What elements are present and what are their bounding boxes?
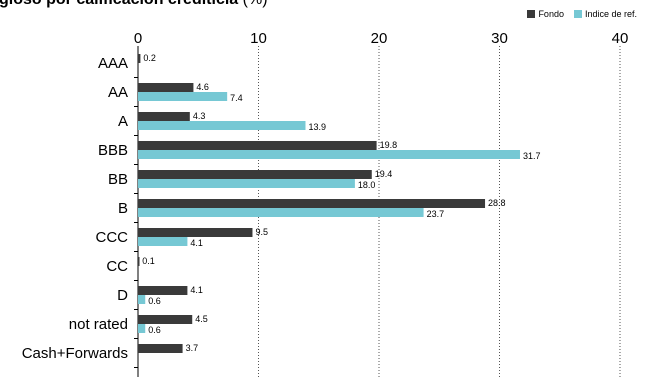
- category-label-cash-forwards: Cash+Forwards: [22, 345, 128, 362]
- data-label-indice-not-rated: 0.6: [148, 325, 161, 335]
- category-label-bb: BB: [108, 171, 128, 188]
- bar-fondo-bbb: [138, 141, 377, 150]
- category-label-not-rated: not rated: [69, 316, 128, 333]
- data-label-indice-b: 23.7: [427, 209, 445, 219]
- bar-indice-not-rated: [138, 324, 146, 333]
- x-tick-label-10: 10: [250, 30, 267, 47]
- bar-fondo-d: [138, 286, 188, 295]
- data-label-fondo-b: 28.8: [488, 198, 506, 208]
- data-label-indice-bbb: 31.7: [523, 151, 541, 161]
- x-tick-label-0: 0: [134, 30, 142, 47]
- data-label-indice-a: 13.9: [308, 122, 326, 132]
- bar-fondo-aaa: [138, 54, 141, 63]
- data-label-indice-bb: 18.0: [358, 180, 376, 190]
- bar-fondo-ccc: [138, 228, 253, 237]
- bar-indice-ccc: [138, 237, 188, 246]
- category-label-bbb: BBB: [98, 142, 128, 159]
- bar-fondo-aa: [138, 83, 194, 92]
- bar-fondo-bb: [138, 170, 372, 179]
- data-label-indice-ccc: 4.1: [190, 238, 203, 248]
- x-tick-label-40: 40: [612, 30, 629, 47]
- chart-title-unit: (%): [243, 0, 268, 8]
- data-label-indice-d: 0.6: [148, 296, 161, 306]
- bar-indice-aa: [138, 92, 228, 101]
- bar-indice-a: [138, 121, 306, 130]
- category-label-b: B: [118, 200, 128, 217]
- bar-fondo-b: [138, 199, 486, 208]
- data-label-fondo-aa: 4.6: [196, 82, 209, 92]
- data-label-fondo-ccc: 9.5: [255, 227, 268, 237]
- data-label-fondo-d: 4.1: [190, 285, 203, 295]
- legend-item-fondo: Fondo: [527, 9, 564, 19]
- chart-title: gioso por calificación crediticia (%): [0, 0, 268, 9]
- data-label-fondo-not-rated: 4.5: [195, 314, 208, 324]
- x-tick-label-30: 30: [491, 30, 508, 47]
- bar-indice-d: [138, 295, 146, 304]
- bar-indice-bbb: [138, 150, 520, 159]
- legend-swatch-indice: [573, 10, 582, 18]
- bar-indice-b: [138, 208, 424, 217]
- legend-item-indice: Indice de ref.: [573, 9, 637, 19]
- bar-fondo-cash-forwards: [138, 344, 183, 353]
- category-label-cc: CC: [106, 258, 128, 275]
- bar-indice-bb: [138, 179, 355, 188]
- data-label-fondo-a: 4.3: [193, 111, 206, 121]
- legend-swatch-fondo: [527, 10, 536, 18]
- legend-label-fondo: Fondo: [538, 9, 564, 19]
- x-tick-label-20: 20: [371, 30, 388, 47]
- category-label-ccc: CCC: [96, 229, 129, 246]
- bar-fondo-not-rated: [138, 315, 193, 324]
- category-label-d: D: [117, 287, 128, 304]
- data-label-fondo-aaa: 0.2: [143, 53, 156, 63]
- data-label-fondo-bb: 19.4: [375, 169, 393, 179]
- bar-fondo-a: [138, 112, 190, 121]
- legend: Fondo Indice de ref.: [527, 9, 637, 19]
- legend-label-indice: Indice de ref.: [584, 9, 637, 19]
- category-label-a: A: [118, 113, 128, 130]
- category-label-aaa: AAA: [98, 55, 128, 72]
- data-label-fondo-cc: 0.1: [142, 256, 155, 266]
- chart-title-text: gioso por calificación crediticia: [0, 0, 238, 8]
- data-label-fondo-bbb: 19.8: [380, 140, 398, 150]
- data-label-fondo-cash-forwards: 3.7: [186, 343, 199, 353]
- bar-fondo-cc: [138, 257, 140, 266]
- data-label-indice-aa: 7.4: [230, 93, 243, 103]
- category-label-aa: AA: [108, 84, 128, 101]
